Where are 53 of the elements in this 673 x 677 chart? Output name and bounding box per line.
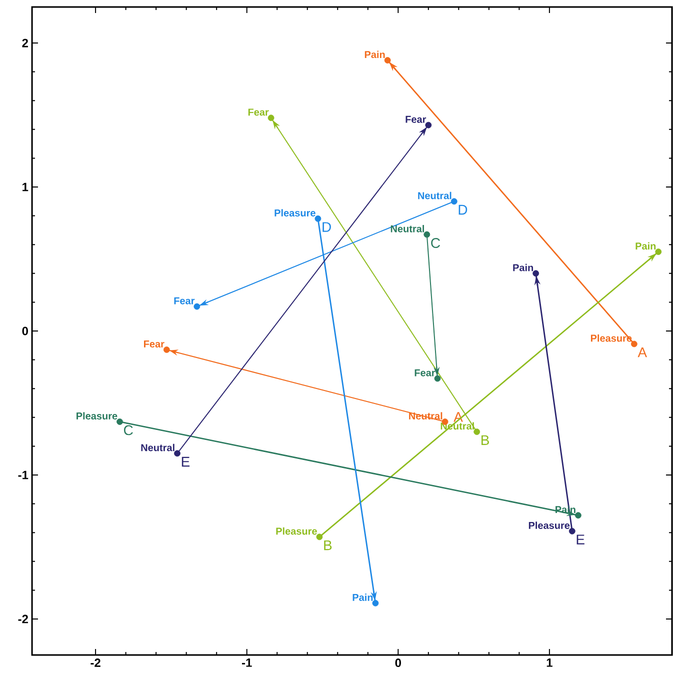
y-tick-label: -2 [18,614,28,624]
series-label: B [324,540,332,550]
annotation: Pain [513,264,534,272]
point [116,418,123,425]
annotation: Fear [174,297,195,304]
annotation: Fear [406,116,426,123]
annotation: Pleasure [76,412,118,420]
annotation: Pleasure [274,209,316,216]
point [574,512,582,519]
series-label: E [182,456,190,467]
point [655,248,662,255]
annotation: Neutral [390,224,424,232]
series-label: B [482,435,489,445]
point [474,428,480,435]
y-tick-label: -1 [18,470,28,480]
point [425,122,432,128]
point [314,215,322,222]
point [532,270,540,277]
annotation: Fear [144,340,164,348]
point [372,600,379,606]
annotation: Fear [248,108,269,116]
point [194,303,200,310]
point [434,375,441,382]
point [174,450,180,457]
annotation: Pleasure [276,527,317,535]
annotation: Pain [636,242,656,250]
annotation: Pleasure [528,522,570,529]
point [450,198,458,205]
y-tick-label: 0 [22,326,28,336]
point [163,346,170,353]
annotation: Neutral [141,444,174,452]
series-label: D [322,222,331,232]
x-tick-label: 1 [546,658,552,667]
point [568,528,576,534]
point [384,57,391,64]
x-tick-label: -1 [242,658,252,667]
series-label: E [576,534,584,544]
annotation: Neutral [418,192,452,200]
series-label: C [431,238,440,248]
y-tick-label: 2 [22,38,28,48]
point [268,114,274,122]
annotation: Fear [414,369,436,376]
series-label: C [124,425,133,436]
point [630,340,638,348]
series-label: D [458,204,468,215]
point [424,231,430,238]
x-tick-label: -2 [90,658,100,667]
x-tick-label: 0 [395,658,401,668]
annotation: Pain [364,50,385,58]
y-tick-label: 1 [22,182,28,192]
point [316,534,323,540]
series-label: A [638,347,648,358]
annotation: Pain [352,594,373,601]
